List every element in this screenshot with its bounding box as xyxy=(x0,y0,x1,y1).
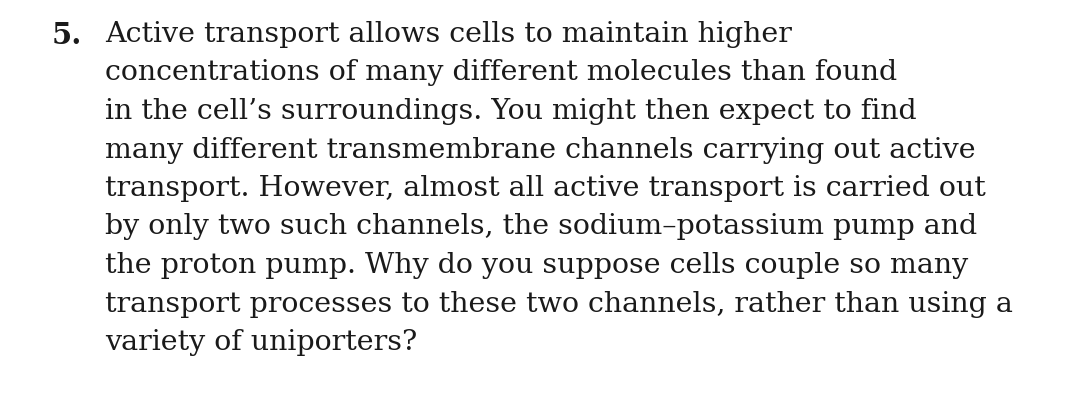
Text: by only two such channels, the sodium–potassium pump and: by only two such channels, the sodium–po… xyxy=(105,213,977,240)
Text: in the cell’s surroundings. You might then expect to find: in the cell’s surroundings. You might th… xyxy=(105,98,917,125)
Text: transport. However, almost all active transport is carried out: transport. However, almost all active tr… xyxy=(105,175,986,202)
Text: Active transport allows cells to maintain higher: Active transport allows cells to maintai… xyxy=(105,21,792,48)
Text: many different transmembrane channels carrying out active: many different transmembrane channels ca… xyxy=(105,137,975,164)
Text: the proton pump. Why do you suppose cells couple so many: the proton pump. Why do you suppose cell… xyxy=(105,252,969,279)
Text: 5.: 5. xyxy=(52,21,82,50)
Text: variety of uniporters?: variety of uniporters? xyxy=(105,329,417,356)
Text: transport processes to these two channels, rather than using a: transport processes to these two channel… xyxy=(105,291,1013,318)
Text: concentrations of many different molecules than found: concentrations of many different molecul… xyxy=(105,59,897,86)
